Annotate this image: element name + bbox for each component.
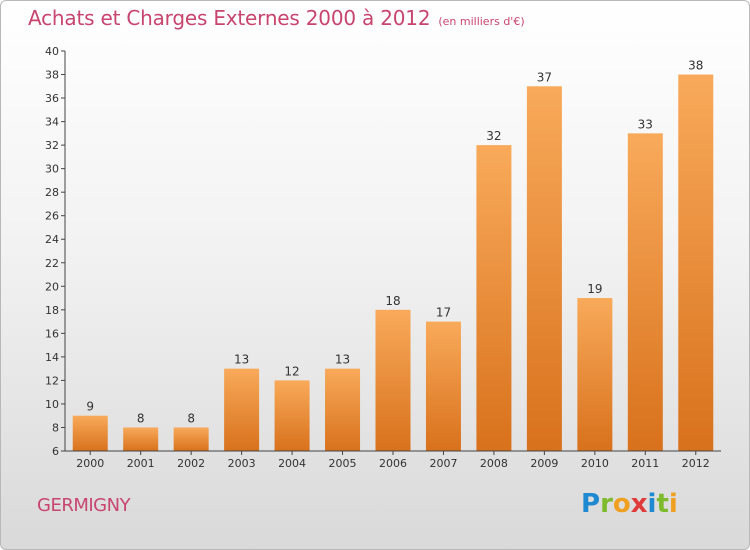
bar-2005 [325, 368, 361, 451]
y-tick-label: 36 [45, 92, 59, 105]
chart-subtitle: (en milliers d'€) [438, 15, 525, 28]
x-tick-label: 2002 [177, 457, 205, 470]
bar-2003 [224, 368, 260, 451]
x-tick-label: 2011 [631, 457, 659, 470]
y-tick-label: 30 [45, 163, 59, 176]
bar-value-label: 37 [537, 70, 552, 84]
bar-value-label: 13 [234, 353, 249, 367]
x-tick-label: 2005 [329, 457, 357, 470]
y-tick-label: 14 [45, 351, 59, 364]
bar-2000 [72, 415, 108, 451]
y-tick-label: 34 [45, 116, 59, 129]
bar-value-label: 17 [436, 306, 451, 320]
x-tick-label: 2001 [127, 457, 155, 470]
bar-2002 [173, 427, 209, 451]
bar-value-label: 33 [638, 117, 653, 131]
y-tick-label: 24 [45, 233, 59, 246]
bar-2011 [627, 133, 663, 451]
x-tick-label: 2008 [480, 457, 508, 470]
x-tick-label: 2000 [76, 457, 104, 470]
y-tick-label: 10 [45, 398, 59, 411]
logo-letter: i [647, 489, 657, 519]
bar-value-label: 12 [284, 364, 299, 378]
bar-2009 [526, 86, 562, 451]
y-tick-label: 20 [45, 280, 59, 293]
logo-letter: i [668, 489, 678, 519]
y-tick-label: 40 [45, 45, 59, 58]
logo-letter: o [612, 489, 631, 519]
x-tick-label: 2012 [682, 457, 710, 470]
logo-letter: x [630, 489, 648, 519]
x-tick-label: 2004 [278, 457, 306, 470]
bar-value-label: 18 [385, 294, 400, 308]
y-tick-label: 26 [45, 210, 59, 223]
x-tick-label: 2006 [379, 457, 407, 470]
x-tick-label: 2009 [530, 457, 558, 470]
y-tick-label: 16 [45, 327, 59, 340]
bar-value-label: 8 [187, 411, 195, 425]
x-tick-label: 2007 [429, 457, 457, 470]
bar-value-label: 19 [587, 282, 602, 296]
bar-2012 [678, 74, 714, 451]
y-tick-label: 12 [45, 374, 59, 387]
y-tick-label: 18 [45, 304, 59, 317]
y-tick-label: 32 [45, 139, 59, 152]
bar-value-label: 8 [137, 411, 145, 425]
logo-letter: P [581, 489, 601, 519]
bar-value-label: 13 [335, 353, 350, 367]
proxiti-logo: Proxiti [581, 489, 678, 519]
y-axis: 6 8 10 12 14 16 18 20 22 24 26 28 30 32 34 36 38 40 [45, 45, 66, 458]
bar-2004 [274, 380, 310, 451]
y-tick-label: 22 [45, 257, 59, 270]
bar-2010 [577, 298, 613, 451]
bar-2006 [375, 309, 411, 451]
bar-2008 [476, 145, 512, 451]
chart-title: Achats et Charges Externes 2000 à 2012 [28, 6, 431, 30]
commune-name: GERMIGNY [37, 495, 131, 516]
bars: 9 8 8 13 12 13 18 17 32 37 19 33 38 [72, 59, 714, 451]
y-tick-label: 8 [52, 421, 59, 434]
title-block: Achats et Charges Externes 2000 à 2012 (e… [28, 6, 525, 30]
y-tick-label: 28 [45, 186, 59, 199]
bar-value-label: 32 [486, 129, 501, 143]
x-axis: 2000 2001 2002 2003 2004 2005 2006 2007 2008 2009… [65, 450, 721, 470]
logo-letter: r [600, 489, 613, 519]
bar-2001 [123, 427, 159, 451]
x-tick-label: 2010 [581, 457, 609, 470]
logo-letter: t [656, 489, 669, 519]
y-tick-label: 38 [45, 69, 59, 82]
x-tick-label: 2003 [228, 457, 256, 470]
bar-value-label: 38 [688, 59, 703, 73]
y-tick-label: 6 [52, 445, 59, 458]
bar-value-label: 9 [86, 400, 94, 414]
bar-2007 [425, 321, 461, 451]
